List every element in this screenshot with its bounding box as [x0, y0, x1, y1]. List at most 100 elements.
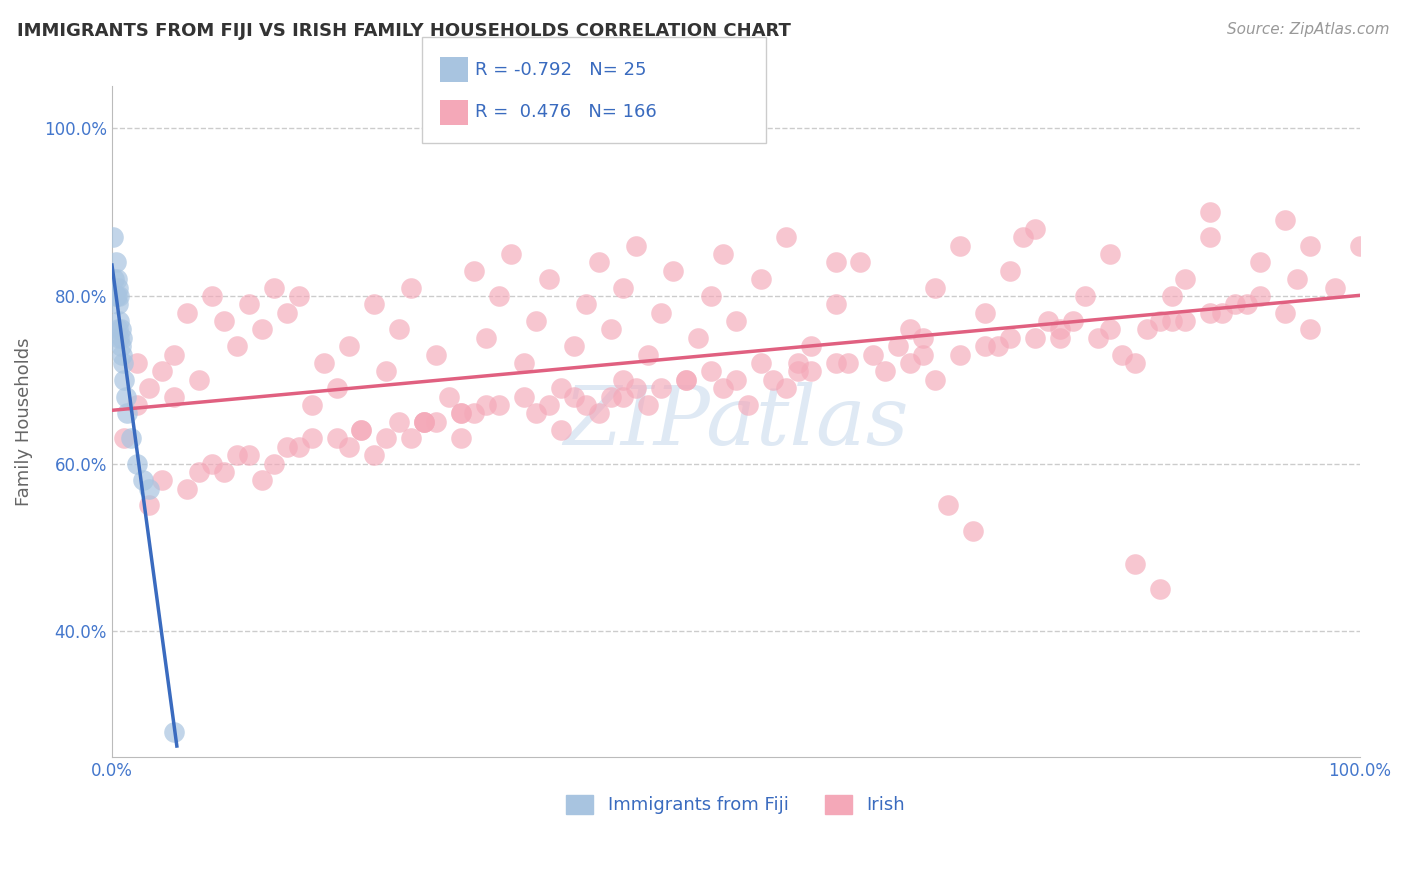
- Point: [800, 364, 823, 378]
- Point: [1274, 306, 1296, 320]
- Point: [111, 348, 134, 362]
- Point: [107, 280, 129, 294]
- Text: R = -0.792   N= 25: R = -0.792 N= 25: [475, 61, 647, 78]
- Point: [108, 289, 131, 303]
- Point: [125, 398, 148, 412]
- Point: [125, 457, 148, 471]
- Text: IMMIGRANTS FROM FIJI VS IRISH FAMILY HOUSEHOLDS CORRELATION CHART: IMMIGRANTS FROM FIJI VS IRISH FAMILY HOU…: [17, 22, 790, 40]
- Point: [949, 348, 972, 362]
- Point: [662, 264, 685, 278]
- Point: [1024, 222, 1046, 236]
- Point: [724, 314, 747, 328]
- Point: [425, 415, 447, 429]
- Point: [550, 423, 572, 437]
- Point: [401, 280, 423, 294]
- Point: [1098, 322, 1121, 336]
- Point: [911, 348, 934, 362]
- Point: [911, 331, 934, 345]
- Point: [588, 255, 610, 269]
- Point: [276, 440, 298, 454]
- Point: [188, 373, 211, 387]
- Point: [288, 289, 311, 303]
- Point: [600, 390, 623, 404]
- Point: [1136, 322, 1159, 336]
- Point: [104, 255, 127, 269]
- Point: [212, 314, 235, 328]
- Point: [737, 398, 759, 412]
- Point: [675, 373, 697, 387]
- Point: [388, 415, 411, 429]
- Point: [749, 356, 772, 370]
- Point: [1249, 255, 1271, 269]
- Point: [212, 465, 235, 479]
- Point: [875, 364, 897, 378]
- Point: [887, 339, 910, 353]
- Legend: Immigrants from Fiji, Irish: Immigrants from Fiji, Irish: [560, 788, 912, 822]
- Point: [749, 272, 772, 286]
- Point: [150, 473, 173, 487]
- Point: [412, 415, 434, 429]
- Point: [138, 499, 160, 513]
- Point: [176, 306, 198, 320]
- Point: [675, 373, 697, 387]
- Point: [301, 432, 323, 446]
- Point: [1211, 306, 1233, 320]
- Point: [1098, 247, 1121, 261]
- Point: [138, 381, 160, 395]
- Point: [250, 322, 273, 336]
- Point: [637, 348, 659, 362]
- Point: [163, 348, 186, 362]
- Point: [562, 390, 585, 404]
- Point: [238, 297, 260, 311]
- Point: [711, 381, 734, 395]
- Point: [263, 280, 285, 294]
- Point: [337, 339, 360, 353]
- Point: [512, 390, 534, 404]
- Point: [688, 331, 710, 345]
- Point: [103, 272, 125, 286]
- Point: [1161, 289, 1184, 303]
- Point: [110, 322, 132, 336]
- Point: [225, 448, 247, 462]
- Point: [1198, 205, 1220, 219]
- Point: [125, 356, 148, 370]
- Point: [524, 406, 547, 420]
- Point: [201, 457, 224, 471]
- Point: [388, 322, 411, 336]
- Point: [1236, 297, 1258, 311]
- Point: [110, 339, 132, 353]
- Point: [987, 339, 1010, 353]
- Point: [998, 331, 1021, 345]
- Point: [998, 264, 1021, 278]
- Point: [800, 339, 823, 353]
- Point: [176, 482, 198, 496]
- Point: [1074, 289, 1097, 303]
- Point: [1174, 272, 1197, 286]
- Point: [1123, 356, 1146, 370]
- Point: [837, 356, 859, 370]
- Point: [824, 255, 846, 269]
- Point: [1286, 272, 1309, 286]
- Point: [537, 272, 560, 286]
- Point: [412, 415, 434, 429]
- Point: [363, 448, 385, 462]
- Point: [108, 314, 131, 328]
- Point: [412, 415, 434, 429]
- Point: [1149, 582, 1171, 597]
- Point: [105, 289, 128, 303]
- Point: [775, 230, 797, 244]
- Point: [250, 473, 273, 487]
- Point: [375, 432, 398, 446]
- Point: [150, 364, 173, 378]
- Point: [107, 297, 129, 311]
- Point: [787, 364, 810, 378]
- Point: [475, 331, 498, 345]
- Point: [775, 381, 797, 395]
- Point: [450, 406, 472, 420]
- Point: [1198, 230, 1220, 244]
- Point: [1323, 280, 1346, 294]
- Point: [949, 238, 972, 252]
- Point: [612, 390, 634, 404]
- Point: [375, 364, 398, 378]
- Point: [1087, 331, 1109, 345]
